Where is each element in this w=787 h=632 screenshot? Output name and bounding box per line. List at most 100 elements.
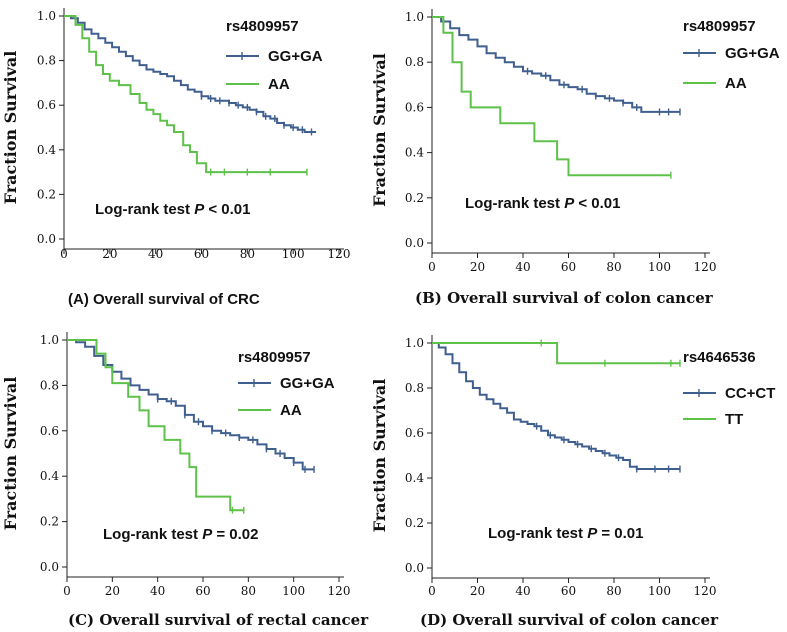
x-tick-label: 20	[102, 247, 117, 261]
log-rank-annotation: Log-rank test P = 0.01	[488, 525, 644, 542]
y-tick-label: 0.2	[37, 187, 56, 201]
x-tick-label: 40	[515, 584, 530, 598]
series-line-gg-ga	[432, 16, 680, 113]
annotation-prefix: Log-rank test	[95, 201, 194, 218]
legend-title: rs4809957	[238, 349, 311, 366]
legend-label: AA	[280, 402, 302, 419]
annotation-prefix: Log-rank test	[465, 195, 564, 212]
series-line-tt	[432, 342, 680, 365]
x-tick-label: 0	[428, 584, 436, 598]
legend-label: GG+GA	[725, 45, 780, 62]
y-tick-label: 0.6	[40, 424, 59, 438]
log-rank-annotation: Log-rank test P < 0.01	[95, 201, 251, 218]
y-tick-label: 0.2	[40, 515, 59, 529]
x-tick-label: 100	[282, 584, 305, 598]
x-tick-label: 100	[648, 260, 671, 274]
y-tick-label: 0.0	[405, 236, 424, 250]
y-tick-label: 0.4	[37, 143, 56, 157]
y-tick-label: 0.4	[40, 469, 59, 483]
y-tick-label: 1.0	[37, 9, 56, 23]
panel-caption: (D) Overall survival of colon cancer	[420, 611, 719, 629]
y-tick-label: 0.8	[405, 381, 424, 395]
y-axis-label: Fraction Survival	[1, 377, 20, 531]
legend-title: rs4809957	[683, 18, 756, 35]
legend-label: GG+GA	[268, 48, 323, 65]
y-tick-label: 0.8	[40, 378, 59, 392]
panel-caption: (B) Overall survival of colon cancer	[415, 289, 714, 307]
x-tick-label: 0	[63, 584, 71, 598]
x-tick-label: 20	[470, 584, 485, 598]
annotation-p: P	[202, 526, 213, 543]
x-tick-label: 80	[241, 584, 256, 598]
annotation-value: = 0.01	[597, 525, 643, 542]
x-tick-label: 120	[328, 584, 351, 598]
y-tick-label: 0.2	[405, 191, 424, 205]
legend-label: AA	[725, 75, 747, 92]
x-tick-label: 40	[148, 247, 163, 261]
legend-label: TT	[725, 411, 743, 428]
y-axis-label: Fraction Survival	[370, 53, 389, 207]
x-tick-label: 120	[694, 584, 717, 598]
y-tick-label: 1.0	[405, 336, 424, 350]
y-tick-label: 0.8	[37, 54, 56, 68]
annotation-value: = 0.02	[212, 526, 258, 543]
y-tick-label: 0.6	[405, 100, 424, 114]
x-tick-label: 120	[694, 260, 717, 274]
x-tick-label: 0	[428, 260, 436, 274]
y-axis-label: Fraction Survival	[370, 379, 389, 533]
x-tick-label: 20	[105, 584, 120, 598]
annotation-prefix: Log-rank test	[103, 526, 202, 543]
series-line-gg-ga	[67, 339, 315, 471]
panel-a: 0.0 0.2 0.4 0.6 0.8 1.0 0 20 40 60 80 100 120 Fractio…	[1, 8, 350, 308]
y-tick-label: 0.8	[405, 55, 424, 69]
annotation-p: P	[194, 201, 205, 218]
y-tick-label: 0.2	[405, 516, 424, 530]
series-line-cc-ct	[432, 342, 680, 470]
x-tick-label: 0	[60, 247, 68, 261]
annotation-p: P	[587, 525, 598, 542]
y-tick-label: 0.0	[405, 561, 424, 575]
annotation-value: < 0.01	[204, 201, 250, 218]
x-tick-label: 100	[282, 247, 305, 261]
x-tick-label: 40	[150, 584, 165, 598]
x-tick-label: 40	[515, 260, 530, 274]
annotation-value: < 0.01	[574, 195, 620, 212]
x-tick-label: 120	[328, 247, 351, 261]
annotation-prefix: Log-rank test	[488, 525, 587, 542]
legend-label: GG+GA	[280, 375, 335, 392]
series-line-aa	[64, 15, 307, 174]
x-tick-label: 20	[470, 260, 485, 274]
annotation-p: P	[564, 195, 575, 212]
series-line-aa	[67, 339, 244, 512]
y-tick-label: 1.0	[405, 10, 424, 24]
log-rank-annotation: Log-rank test P < 0.01	[465, 195, 621, 212]
y-tick-label: 0.4	[405, 146, 424, 160]
x-tick-label: 80	[240, 247, 255, 261]
legend-label: CC+CT	[725, 385, 775, 402]
panel-d: 0.0 0.2 0.4 0.6 0.8 1.0 0 20 40 60 80 100 120 Fractio…	[370, 335, 775, 629]
series-line-gg-ga	[64, 15, 317, 133]
panel-c: 0.0 0.2 0.4 0.6 0.8 1.0 0 20 40 60 80 100 120 Fractio…	[1, 332, 369, 629]
y-tick-label: 1.0	[40, 333, 59, 347]
y-tick-label: 0.6	[405, 426, 424, 440]
y-tick-label: 0.0	[40, 560, 59, 574]
panel-caption: (C) Overall survival of rectal cancer	[68, 611, 369, 629]
y-tick-label: 0.4	[405, 471, 424, 485]
x-tick-label: 60	[561, 584, 576, 598]
panel-b: 0.0 0.2 0.4 0.6 0.8 1.0 0 20 40 60 80 100 120 Fractio…	[370, 9, 780, 307]
x-tick-label: 60	[194, 247, 209, 261]
log-rank-annotation: Log-rank test P = 0.02	[103, 526, 259, 543]
x-tick-label: 80	[606, 584, 621, 598]
x-tick-label: 60	[561, 260, 576, 274]
series-line-aa	[432, 16, 671, 177]
x-tick-label: 60	[195, 584, 210, 598]
y-tick-label: 0.6	[37, 98, 56, 112]
x-tick-label: 100	[648, 584, 671, 598]
panel-caption: (A) Overall survival of CRC	[68, 291, 260, 308]
x-tick-label: 80	[606, 260, 621, 274]
legend-title: rs4646536	[683, 349, 756, 366]
y-tick-label: 0.0	[37, 232, 56, 246]
legend-label: AA	[268, 76, 290, 93]
legend-title: rs4809957	[226, 18, 299, 35]
